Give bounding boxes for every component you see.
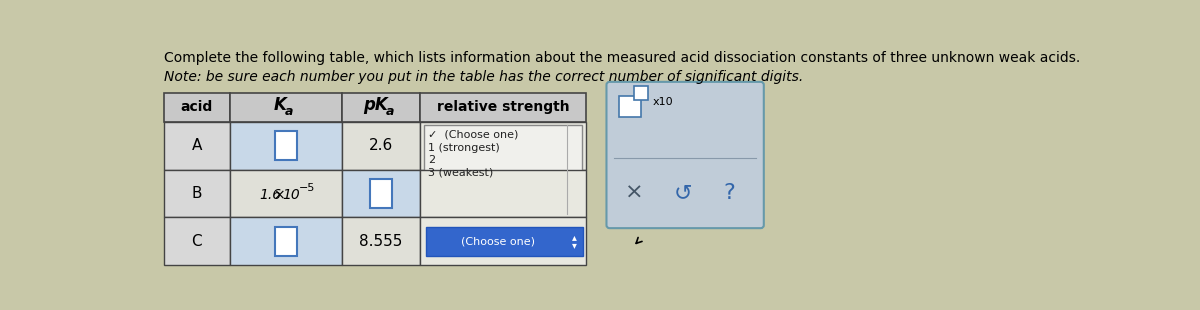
Polygon shape (164, 122, 230, 170)
Text: ×: × (272, 188, 284, 202)
Text: 1 (strongest): 1 (strongest) (428, 143, 500, 153)
Text: ▴
▾: ▴ ▾ (571, 232, 576, 250)
Text: C: C (192, 234, 202, 249)
Polygon shape (420, 93, 587, 122)
Text: Note: be sure each number you put in the table has the correct number of signifi: Note: be sure each number you put in the… (164, 69, 803, 83)
Polygon shape (342, 93, 420, 122)
Polygon shape (635, 86, 648, 100)
Text: −5: −5 (299, 183, 314, 193)
Polygon shape (426, 227, 583, 256)
Polygon shape (230, 122, 342, 170)
Text: ↺: ↺ (674, 183, 692, 203)
Text: 10: 10 (282, 188, 300, 202)
Text: 2: 2 (428, 155, 436, 166)
Text: a: a (284, 104, 293, 117)
Polygon shape (342, 170, 420, 217)
Polygon shape (342, 122, 420, 170)
Polygon shape (275, 227, 296, 256)
Text: ?: ? (724, 183, 736, 203)
Text: 8.555: 8.555 (359, 234, 403, 249)
Text: (Choose one): (Choose one) (461, 236, 535, 246)
Polygon shape (164, 217, 230, 265)
Text: B: B (192, 186, 202, 201)
Polygon shape (420, 170, 587, 217)
Text: Complete the following table, which lists information about the measured acid di: Complete the following table, which list… (164, 51, 1080, 65)
Text: relative strength: relative strength (437, 100, 569, 114)
Text: 2.6: 2.6 (368, 138, 394, 153)
Polygon shape (230, 217, 342, 265)
Text: 1.6: 1.6 (259, 188, 281, 202)
FancyBboxPatch shape (606, 82, 764, 228)
Text: ×: × (625, 183, 643, 203)
Text: pK: pK (364, 96, 388, 114)
Polygon shape (370, 179, 391, 208)
Text: acid: acid (181, 100, 214, 114)
Polygon shape (619, 96, 641, 117)
Text: x10: x10 (653, 97, 673, 107)
Polygon shape (424, 125, 582, 214)
Polygon shape (420, 217, 587, 265)
Text: K: K (274, 96, 287, 114)
Text: a: a (386, 104, 395, 117)
Text: 3 (weakest): 3 (weakest) (428, 168, 493, 178)
Polygon shape (275, 131, 296, 160)
Polygon shape (164, 93, 230, 122)
Polygon shape (420, 122, 587, 170)
Polygon shape (164, 170, 230, 217)
Text: A: A (192, 138, 202, 153)
Polygon shape (342, 217, 420, 265)
Text: ✓  (Choose one): ✓ (Choose one) (428, 130, 518, 140)
Polygon shape (230, 93, 342, 122)
Polygon shape (230, 170, 342, 217)
